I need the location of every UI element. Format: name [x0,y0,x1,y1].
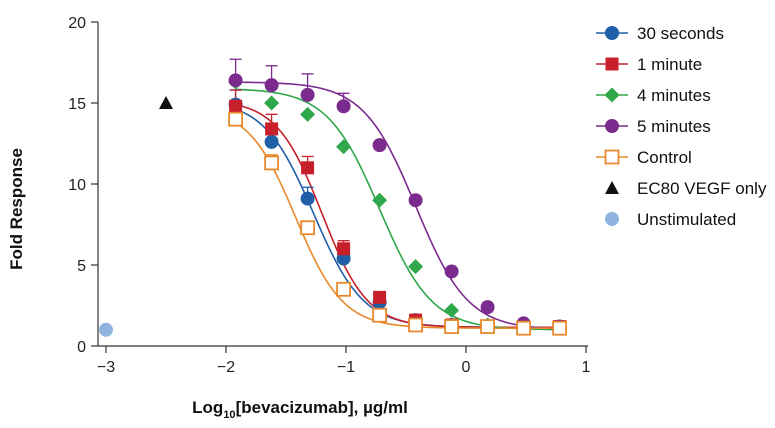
data-point [264,134,279,149]
data-point [301,161,315,175]
x-tick-label: −2 [217,359,235,376]
x-ticks: −3 −2 −1 0 1 [97,346,591,376]
y-tick-label: 0 [77,339,86,356]
x-tick-label: −3 [97,359,115,376]
y-tick-label: 20 [68,15,86,32]
data-point [300,191,315,206]
data-point [265,122,279,136]
data-point [372,192,388,208]
legend-item: Unstimulated [605,210,736,229]
data-point [444,302,460,318]
legend-marker [605,26,619,40]
data-point [264,95,280,111]
data-point [300,220,316,236]
y-ticks: 0 5 10 15 20 [68,15,98,356]
data-point [408,317,424,333]
legend-item: 5 minutes [596,117,711,136]
x-axis-label-main: Log [192,398,223,417]
fit-curve [235,108,560,329]
y-tick-label: 5 [77,258,86,275]
data-point [159,96,173,109]
fit-curve [235,121,560,329]
data-point [336,281,352,297]
legend-item: 1 minute [596,55,702,74]
data-point [372,307,388,323]
y-tick-label: 15 [68,96,86,113]
y-axis-label: Fold Response [7,148,26,270]
legend-marker [605,212,619,226]
data-point [480,319,496,334]
legend-marker [605,181,619,194]
x-axis-label-subscript: 10 [223,409,235,421]
legend-item: 4 minutes [596,86,711,105]
data-point [229,99,243,113]
legend-marker [604,149,620,165]
legend-label: EC80 VEGF only [637,179,767,198]
legend-label: 30 seconds [637,24,724,43]
axes: −3 −2 −1 0 1 0 5 10 15 20 [68,15,590,376]
legend-label: 1 minute [637,55,702,74]
data-point [373,290,387,304]
x-tick-label: −1 [337,359,355,376]
fit-curves [235,81,560,331]
data-point [552,320,567,336]
data-point [480,300,495,315]
legend-marker [605,57,619,71]
data-point [372,138,387,153]
data-point [444,319,460,334]
legend-item: Control [596,148,692,167]
x-axis-label: Log10[bevacizumab], µg/ml [192,398,408,421]
data-point [337,242,351,256]
data-point [408,259,424,275]
data-point [264,78,279,93]
fit-curve [235,88,560,331]
x-tick-label: 1 [582,359,591,376]
x-tick-label: 0 [462,359,471,376]
legend-marker [605,119,619,133]
legend-item: EC80 VEGF only [605,179,767,198]
data-point [300,106,316,122]
legend-label: 5 minutes [637,117,711,136]
y-tick-label: 10 [68,177,86,194]
legend-marker [604,87,620,103]
data-point [516,320,531,336]
data-point [444,264,459,279]
fit-curve [235,103,560,329]
legend-label: 4 minutes [637,86,711,105]
data-point [408,193,423,208]
legend-item: 30 seconds [596,24,724,43]
data-points [99,73,568,337]
legend: 30 seconds 1 minute 4 minutes 5 minutes Cont… [596,24,767,229]
data-point [99,322,113,337]
fit-curve [235,81,560,330]
data-point [336,99,351,114]
legend-label: Unstimulated [637,210,736,229]
data-point [264,155,280,171]
data-point [300,87,315,102]
x-axis-label-rest: [bevacizumab], µg/ml [236,398,408,417]
data-point [228,111,244,127]
legend-label: Control [637,148,692,167]
data-point [228,73,243,88]
data-point [336,139,352,155]
